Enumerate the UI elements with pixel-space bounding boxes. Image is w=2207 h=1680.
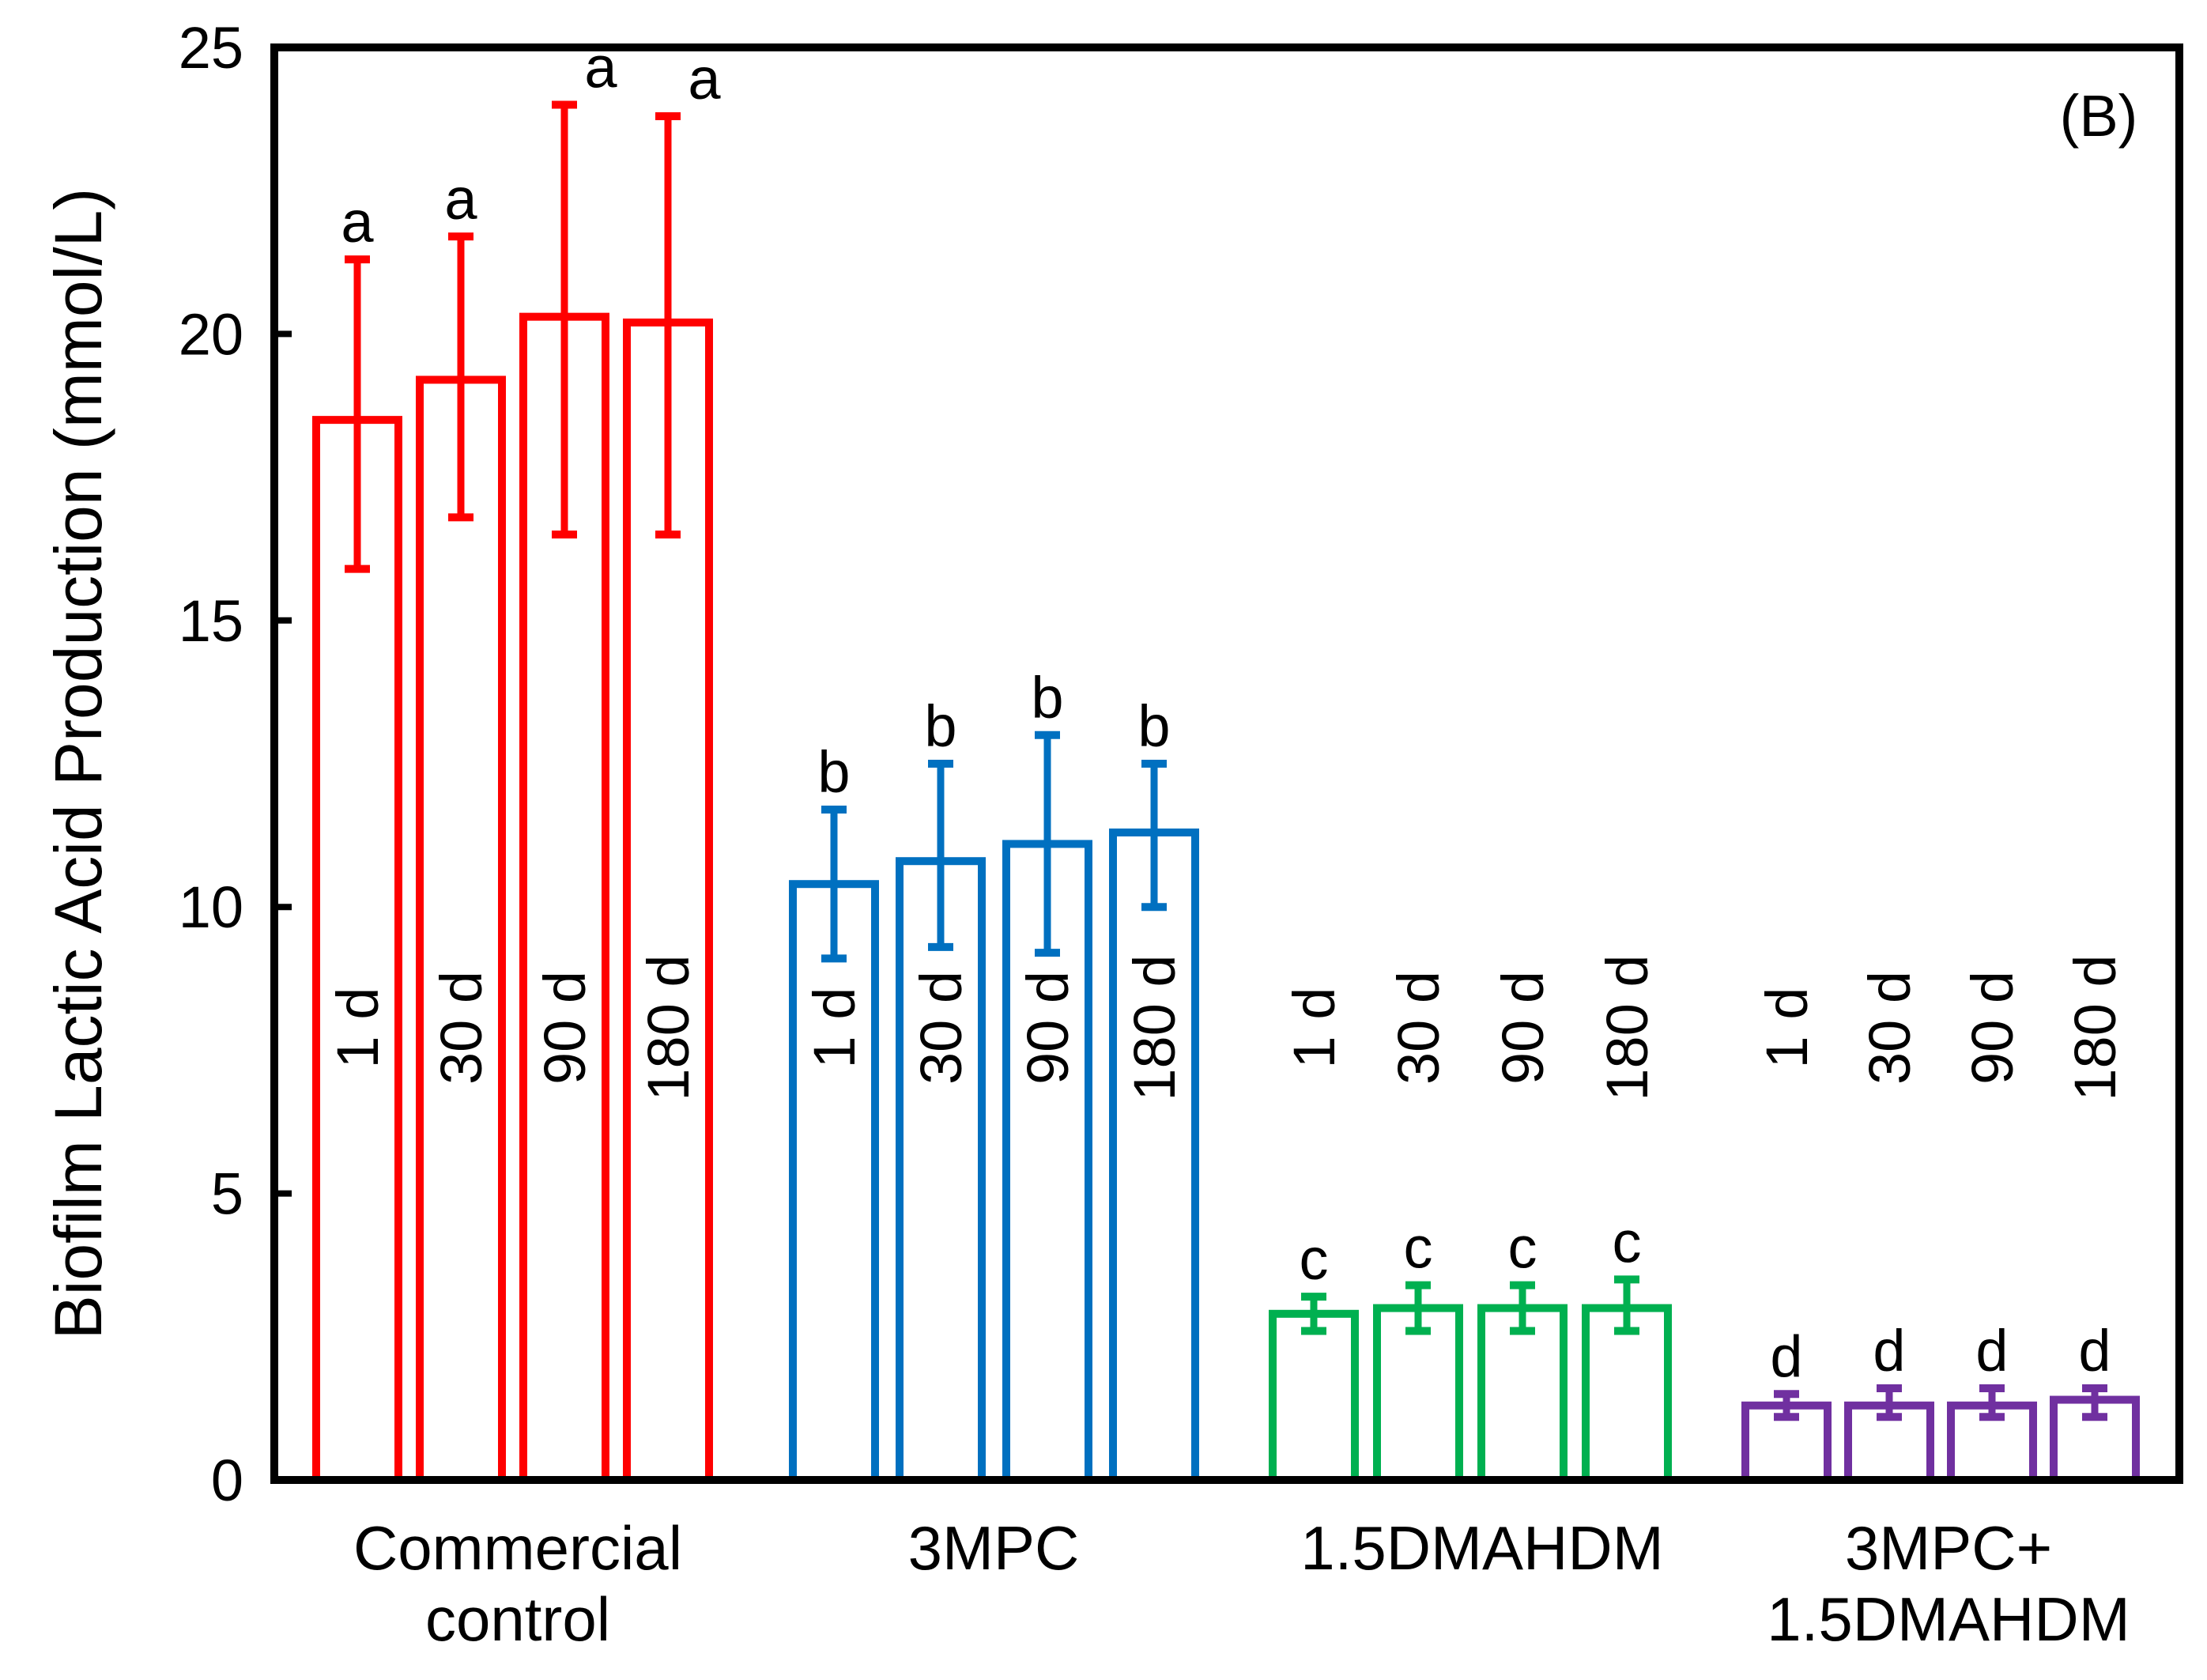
time-label: 30 d <box>1386 971 1451 1085</box>
significance-letter: d <box>1770 1323 1802 1389</box>
time-label: 1 d <box>1281 987 1347 1069</box>
time-label: 180 d <box>636 954 701 1100</box>
time-label: 1 d <box>1754 987 1820 1069</box>
time-label: 90 d <box>1960 971 2025 1085</box>
y-tick-label: 15 <box>179 588 243 654</box>
significance-letter: a <box>688 46 721 111</box>
significance-letter: d <box>1975 1318 2008 1384</box>
plot-frame <box>270 43 2183 1484</box>
time-label: 180 d <box>1594 954 1660 1100</box>
time-label: 180 d <box>1122 954 1187 1100</box>
time-label: 90 d <box>1015 971 1081 1085</box>
time-label: 180 d <box>2062 954 2128 1100</box>
bar <box>312 416 402 1484</box>
x-category-label: 3MPC <box>908 1513 1080 1583</box>
significance-letter: b <box>1137 693 1170 759</box>
time-label: 30 d <box>908 971 974 1085</box>
bar <box>1109 828 1199 1484</box>
time-label: 90 d <box>532 971 598 1085</box>
bar <box>1269 1309 1359 1484</box>
bar <box>896 857 986 1484</box>
time-label: 30 d <box>428 971 494 1085</box>
x-category-label: 1.5DMAHDM <box>1767 1584 2130 1654</box>
significance-letter: a <box>444 166 477 232</box>
significance-letter: c <box>1613 1209 1642 1274</box>
significance-letter: b <box>817 739 850 805</box>
y-tick-label: 20 <box>179 301 243 367</box>
significance-letter: d <box>2078 1318 2111 1384</box>
axis-layer: 0 5 10 15 20 25 <box>179 15 292 1513</box>
significance-letter: b <box>1031 665 1063 731</box>
x-category-label: control <box>425 1584 610 1654</box>
y-axis-title: Biofilm Lactic Acid Production (mmol/L) <box>41 188 115 1340</box>
time-label: 1 d <box>325 987 390 1069</box>
y-tick-label: 0 <box>211 1448 243 1513</box>
significance-letter: b <box>924 693 956 759</box>
significance-letter: c <box>1300 1226 1329 1292</box>
y-tick-label: 25 <box>179 15 243 81</box>
time-label: 1 d <box>802 987 867 1069</box>
bar <box>789 880 879 1484</box>
x-category-label: Commercial <box>353 1513 682 1583</box>
significance-letter: a <box>341 189 374 255</box>
bar <box>1477 1304 1568 1485</box>
bar <box>416 376 506 1484</box>
time-label: 90 d <box>1490 971 1556 1085</box>
y-tick-label: 5 <box>211 1161 243 1227</box>
significance-letter: d <box>1873 1318 1905 1384</box>
y-tick-label: 10 <box>179 874 243 940</box>
x-category-label: 1.5DMAHDM <box>1300 1513 1663 1583</box>
significance-letter: c <box>1404 1215 1433 1281</box>
significance-letter: c <box>1508 1215 1537 1281</box>
panel-label: (B) <box>2060 83 2138 149</box>
bars-layer <box>312 100 2140 1485</box>
x-category-label: 3MPC+ <box>1845 1513 2052 1583</box>
time-label: 30 d <box>1857 971 1922 1085</box>
